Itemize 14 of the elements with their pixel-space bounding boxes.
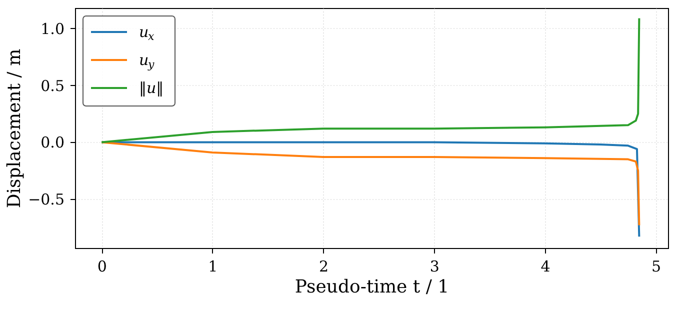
x-tick-label: 3 xyxy=(430,258,440,276)
x-tick-label: 5 xyxy=(652,258,662,276)
legend-label: ‖u‖ xyxy=(139,79,164,97)
y-tick-label: 0.5 xyxy=(40,76,64,95)
y-tick-label: 1.0 xyxy=(40,20,64,38)
x-tick-label: 4 xyxy=(540,258,550,276)
y-tick-label: 0.0 xyxy=(40,134,64,152)
y-tick-label: −0.5 xyxy=(28,190,64,209)
x-axis-title: Pseudo-time t / 1 xyxy=(294,276,450,298)
line-series xyxy=(100,17,640,144)
y-axis-title: Displacement / m xyxy=(4,48,26,208)
x-tick-label: 2 xyxy=(319,258,329,276)
x-tick-label: 1 xyxy=(208,258,218,276)
x-tick-label: 0 xyxy=(97,258,107,276)
